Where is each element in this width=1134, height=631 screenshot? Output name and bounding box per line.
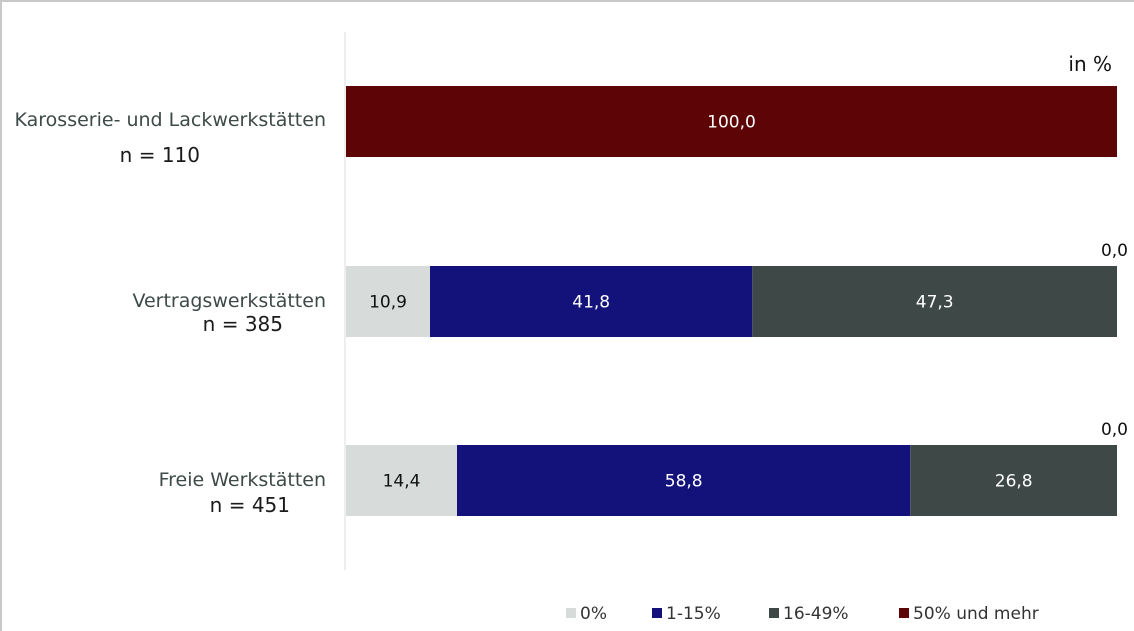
legend-swatch [652, 608, 662, 618]
legend-label: 16-49% [783, 604, 849, 624]
data-label: 0,0 [1101, 241, 1128, 261]
bar-segment [910, 445, 1117, 516]
bar-segment [346, 86, 1117, 157]
data-label: 41,8 [572, 293, 610, 313]
data-label: 100,0 [707, 113, 756, 133]
legend-swatch [769, 608, 779, 618]
category-sample-size: n = 385 [203, 312, 283, 336]
data-label: 14,4 [383, 472, 421, 492]
category-label: Karosserie- und Lackwerkstätten [15, 109, 326, 131]
category-sample-size: n = 110 [120, 143, 200, 167]
category-label: Vertragswerkstätten [132, 290, 326, 312]
data-label: 10,9 [369, 293, 407, 313]
data-label: 26,8 [995, 472, 1033, 492]
bar-segment [346, 266, 430, 337]
legend-swatch [566, 608, 576, 618]
category-label: Freie Werkstätten [159, 469, 326, 491]
bar-segment [346, 445, 457, 516]
data-label: 47,3 [916, 293, 954, 313]
bar-segment [430, 266, 753, 337]
bar-segment [457, 445, 911, 516]
unit-label: in % [1068, 52, 1112, 76]
legend-label: 0% [580, 604, 607, 624]
legend-label: 50% und mehr [913, 604, 1039, 624]
data-label: 0,0 [1101, 420, 1128, 440]
legend-swatch [899, 608, 909, 618]
category-sample-size: n = 451 [210, 493, 290, 517]
bar-segment [752, 266, 1117, 337]
legend-label: 1-15% [666, 604, 721, 624]
data-label: 58,8 [665, 472, 703, 492]
